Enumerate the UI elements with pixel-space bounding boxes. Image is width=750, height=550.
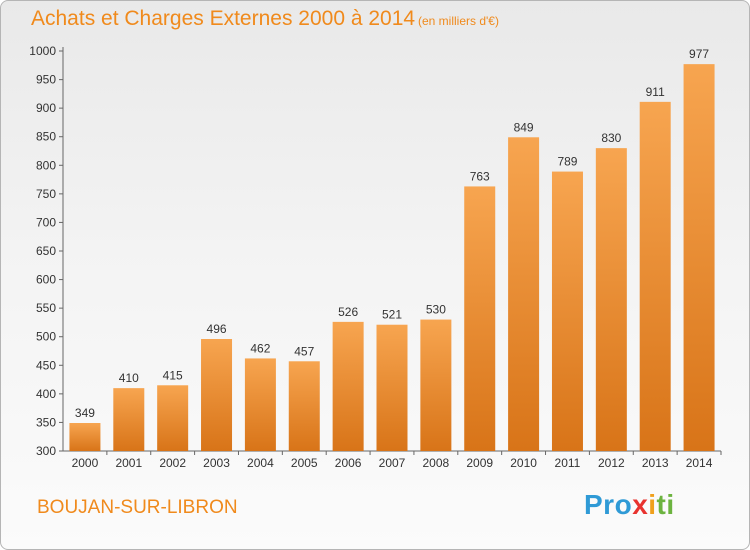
bar <box>69 423 101 451</box>
x-tick-label: 2002 <box>159 456 186 470</box>
data-labels: 349 410 415 496 462 457 526 521 530 763 849 789 830 9… <box>75 47 709 420</box>
chart-subtitle: (en milliers d'€) <box>418 14 499 28</box>
data-label: 462 <box>250 341 270 355</box>
y-tick-label: 650 <box>36 244 56 258</box>
data-label: 830 <box>601 131 621 145</box>
bar <box>420 319 452 451</box>
y-tick-label: 500 <box>36 330 56 344</box>
y-tick-label: 750 <box>36 187 56 201</box>
data-label: 526 <box>338 305 358 319</box>
data-label: 977 <box>689 47 709 61</box>
bar-series <box>69 64 715 452</box>
y-tick-label: 800 <box>36 158 56 172</box>
x-tick-label: 2008 <box>423 456 450 470</box>
x-tick-label: 2000 <box>72 456 99 470</box>
bar <box>639 101 671 451</box>
bar <box>376 324 408 451</box>
logo-part-1: Pro <box>584 489 633 520</box>
data-label: 457 <box>294 344 314 358</box>
bar <box>113 388 145 451</box>
commune-name: BOUJAN-SUR-LIBRON <box>37 497 238 518</box>
data-label: 521 <box>382 308 402 322</box>
logo-part-2: x <box>632 489 649 520</box>
data-label: 789 <box>557 155 577 169</box>
y-tick-label: 950 <box>36 73 56 87</box>
chart-title: Achats et Charges Externes 2000 à 2014 <box>31 7 416 30</box>
data-label: 410 <box>119 371 139 385</box>
y-tick-label: 450 <box>36 358 56 372</box>
bar <box>683 64 715 451</box>
bar <box>464 186 496 451</box>
bar <box>157 385 189 451</box>
y-tick-label: 600 <box>36 273 56 287</box>
x-tick-label: 2005 <box>291 456 318 470</box>
y-axis: 300 350 400 450 500 550 600 650 700 750 800 850 900 9… <box>29 44 64 458</box>
x-tick-label: 2013 <box>642 456 669 470</box>
bar <box>551 171 583 452</box>
data-label: 496 <box>207 322 227 336</box>
y-tick-label: 350 <box>36 415 56 429</box>
x-tick-label: 2006 <box>335 456 362 470</box>
logo-part-3: i <box>648 489 657 520</box>
data-label: 911 <box>646 85 665 99</box>
bar <box>595 148 627 451</box>
proxiti-logo[interactable]: Proxiti <box>584 489 675 521</box>
y-tick-label: 400 <box>36 387 56 401</box>
bar <box>244 358 276 451</box>
x-tick-label: 2001 <box>115 456 142 470</box>
x-tick-label: 2012 <box>598 456 625 470</box>
bar <box>332 321 364 451</box>
bar <box>288 361 320 451</box>
data-label: 849 <box>514 120 534 134</box>
y-tick-label: 300 <box>36 444 56 458</box>
x-tick-label: 2007 <box>379 456 406 470</box>
bar <box>201 339 233 451</box>
y-tick-label: 700 <box>36 215 56 229</box>
x-tick-label: 2011 <box>555 456 581 470</box>
y-tick-label: 1000 <box>29 44 56 58</box>
data-label: 763 <box>470 169 490 183</box>
x-tick-label: 2003 <box>203 456 230 470</box>
x-tick-label: 2014 <box>686 456 713 470</box>
x-axis: 2000 2001 2002 2003 2004 2005 2006 2007 2008 2009… <box>63 450 722 470</box>
x-tick-label: 2004 <box>247 456 274 470</box>
data-label: 349 <box>75 406 95 420</box>
data-label: 415 <box>163 368 183 382</box>
logo-part-4: ti <box>656 489 675 520</box>
data-label: 530 <box>426 303 446 317</box>
y-tick-label: 550 <box>36 301 56 315</box>
y-tick-label: 850 <box>36 130 56 144</box>
y-tick-label: 900 <box>36 101 56 115</box>
x-tick-label: 2010 <box>510 456 537 470</box>
x-tick-label: 2009 <box>466 456 493 470</box>
bar <box>508 137 540 452</box>
